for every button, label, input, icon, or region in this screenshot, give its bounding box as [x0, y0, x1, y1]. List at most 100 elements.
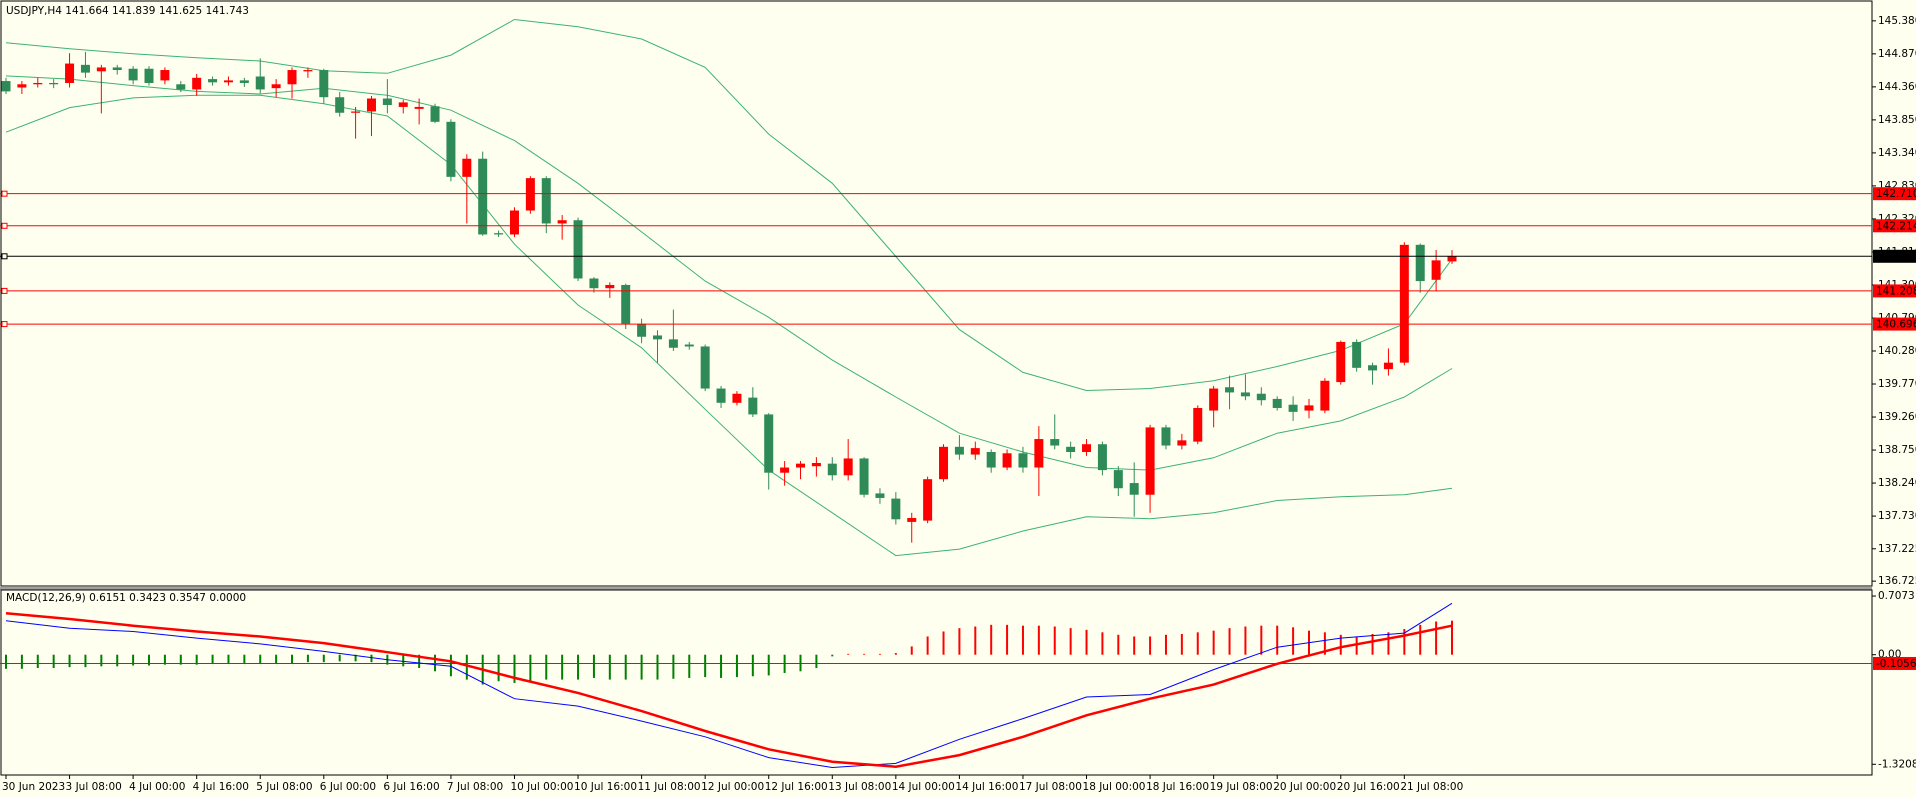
macd-title: MACD(12,26,9) 0.6151 0.3423 0.3547 0.000… [6, 592, 246, 604]
x-tick-label: 4 Jul 16:00 [193, 781, 249, 793]
candle-body [128, 68, 138, 81]
panel-separator [0, 587, 1872, 590]
candle-body [827, 463, 837, 476]
price-level-tag [1873, 284, 1916, 298]
candle-body [366, 98, 376, 112]
candle-body [891, 498, 901, 520]
y-tick-label: 144.870 [1878, 48, 1916, 60]
candle-body [986, 451, 996, 468]
candle-body [144, 68, 154, 83]
candle-body [462, 158, 472, 177]
bollinger-band [5, 94, 1453, 557]
candle-body [668, 339, 678, 348]
candle-body [271, 84, 281, 89]
x-tick-label: 19 Jul 08:00 [1210, 781, 1273, 793]
x-tick-label: 7 Jul 08:00 [447, 781, 503, 793]
candle-body [430, 106, 440, 122]
y-tick-label: 136.725 [1878, 575, 1916, 587]
candle-body [382, 98, 392, 105]
price-level-tag [1873, 187, 1916, 201]
candle-body [319, 70, 329, 98]
price-level-marker [1, 287, 8, 294]
price-level-marker [1, 321, 8, 328]
main-panel-frame [0, 0, 1873, 587]
x-tick-label: 13 Jul 08:00 [828, 781, 891, 793]
candle-body [732, 393, 742, 403]
candle-body [621, 284, 631, 324]
candle-body [525, 178, 535, 211]
candle-body [1399, 244, 1409, 363]
y-tick-label: 144.360 [1878, 81, 1916, 93]
candle-body [255, 76, 265, 90]
y-tick-label: 139.770 [1878, 378, 1916, 390]
price-level-label: 140.696 [1876, 319, 1916, 331]
x-tick-label: 30 Jun 2023 [2, 781, 65, 793]
candle-body [494, 233, 504, 235]
candle-body [1288, 404, 1298, 412]
candle-body [557, 220, 567, 224]
candle-body [605, 284, 615, 289]
candle-body [335, 97, 345, 113]
y-tick-label: 0.7073 [1878, 590, 1915, 602]
candle-body [1050, 439, 1060, 446]
x-tick-label: 11 Jul 08:00 [638, 781, 701, 793]
candle-body [446, 121, 456, 177]
candle-body [1097, 444, 1107, 471]
candle-body [1383, 362, 1393, 370]
bollinger-band [5, 75, 1453, 471]
price-level-tag [1873, 249, 1916, 263]
price-level-label: 141.208 [1876, 285, 1916, 297]
x-tick-label: 6 Jul 00:00 [320, 781, 376, 793]
candle-body [748, 397, 758, 415]
price-level-tag [1873, 317, 1916, 331]
x-tick-label: 10 Jul 16:00 [574, 781, 637, 793]
x-tick-label: 3 Jul 08:00 [66, 781, 122, 793]
chart-title: USDJPY,H4 141.664 141.839 141.625 141.74… [6, 5, 249, 17]
x-tick-label: 12 Jul 00:00 [701, 781, 764, 793]
candle-body [652, 335, 662, 340]
x-tick-label: 18 Jul 16:00 [1146, 781, 1209, 793]
price-level-label: 141.743 [1876, 251, 1916, 263]
candle-body [796, 463, 806, 468]
candle-body [17, 84, 27, 88]
x-tick-label: 10 Jul 00:00 [510, 781, 573, 793]
candle-body [192, 77, 202, 90]
candle-body [112, 67, 122, 71]
candle-body [716, 388, 726, 403]
candle-body [700, 346, 710, 389]
candle-body [478, 158, 488, 235]
price-level-marker [1, 253, 8, 260]
candle-body [509, 210, 519, 235]
candle-body [1145, 427, 1155, 495]
candle-body [1002, 453, 1012, 468]
candle-body [1320, 380, 1330, 411]
x-tick-label: 20 Jul 16:00 [1337, 781, 1400, 793]
candle-body [954, 446, 964, 455]
candle-body [907, 518, 917, 522]
candle-body [1082, 444, 1092, 452]
x-tick-label: 18 Jul 00:00 [1083, 781, 1146, 793]
candle-body [80, 64, 90, 73]
y-tick-label: 143.850 [1878, 114, 1916, 126]
x-tick-label: 17 Jul 08:00 [1019, 781, 1082, 793]
candle-body [1193, 407, 1203, 442]
y-tick-label: 140.280 [1878, 345, 1916, 357]
candle-body [970, 448, 980, 455]
candle-body [939, 446, 949, 480]
candle-body [1113, 470, 1123, 489]
bollinger-band [5, 18, 1453, 392]
candle-body [1225, 387, 1235, 393]
x-tick-label: 14 Jul 00:00 [892, 781, 955, 793]
candle-body [1368, 365, 1378, 371]
price-level-label: 142.214 [1876, 220, 1916, 232]
y-tick-label: 139.260 [1878, 411, 1916, 423]
candle-body [1129, 483, 1139, 495]
candle-body [573, 220, 583, 279]
candle-body [780, 467, 790, 473]
y-tick-label: 137.225 [1878, 543, 1916, 555]
x-tick-label: 12 Jul 16:00 [765, 781, 828, 793]
y-tick-label: -1.3208 [1878, 758, 1916, 770]
